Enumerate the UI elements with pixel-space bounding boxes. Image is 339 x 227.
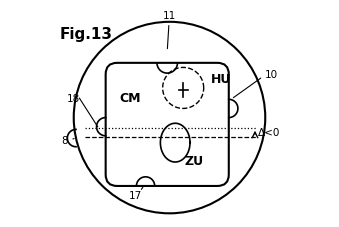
Text: CM: CM xyxy=(119,91,141,104)
Text: ZU: ZU xyxy=(184,155,203,168)
Text: Δ<0: Δ<0 xyxy=(258,128,281,138)
Text: 11: 11 xyxy=(163,11,176,49)
Text: 18: 18 xyxy=(67,94,80,104)
Text: HU: HU xyxy=(211,73,231,86)
Text: 17: 17 xyxy=(129,190,142,200)
Text: Fig.13: Fig.13 xyxy=(60,27,113,42)
Text: 10: 10 xyxy=(265,70,278,80)
Text: 8: 8 xyxy=(61,136,68,146)
